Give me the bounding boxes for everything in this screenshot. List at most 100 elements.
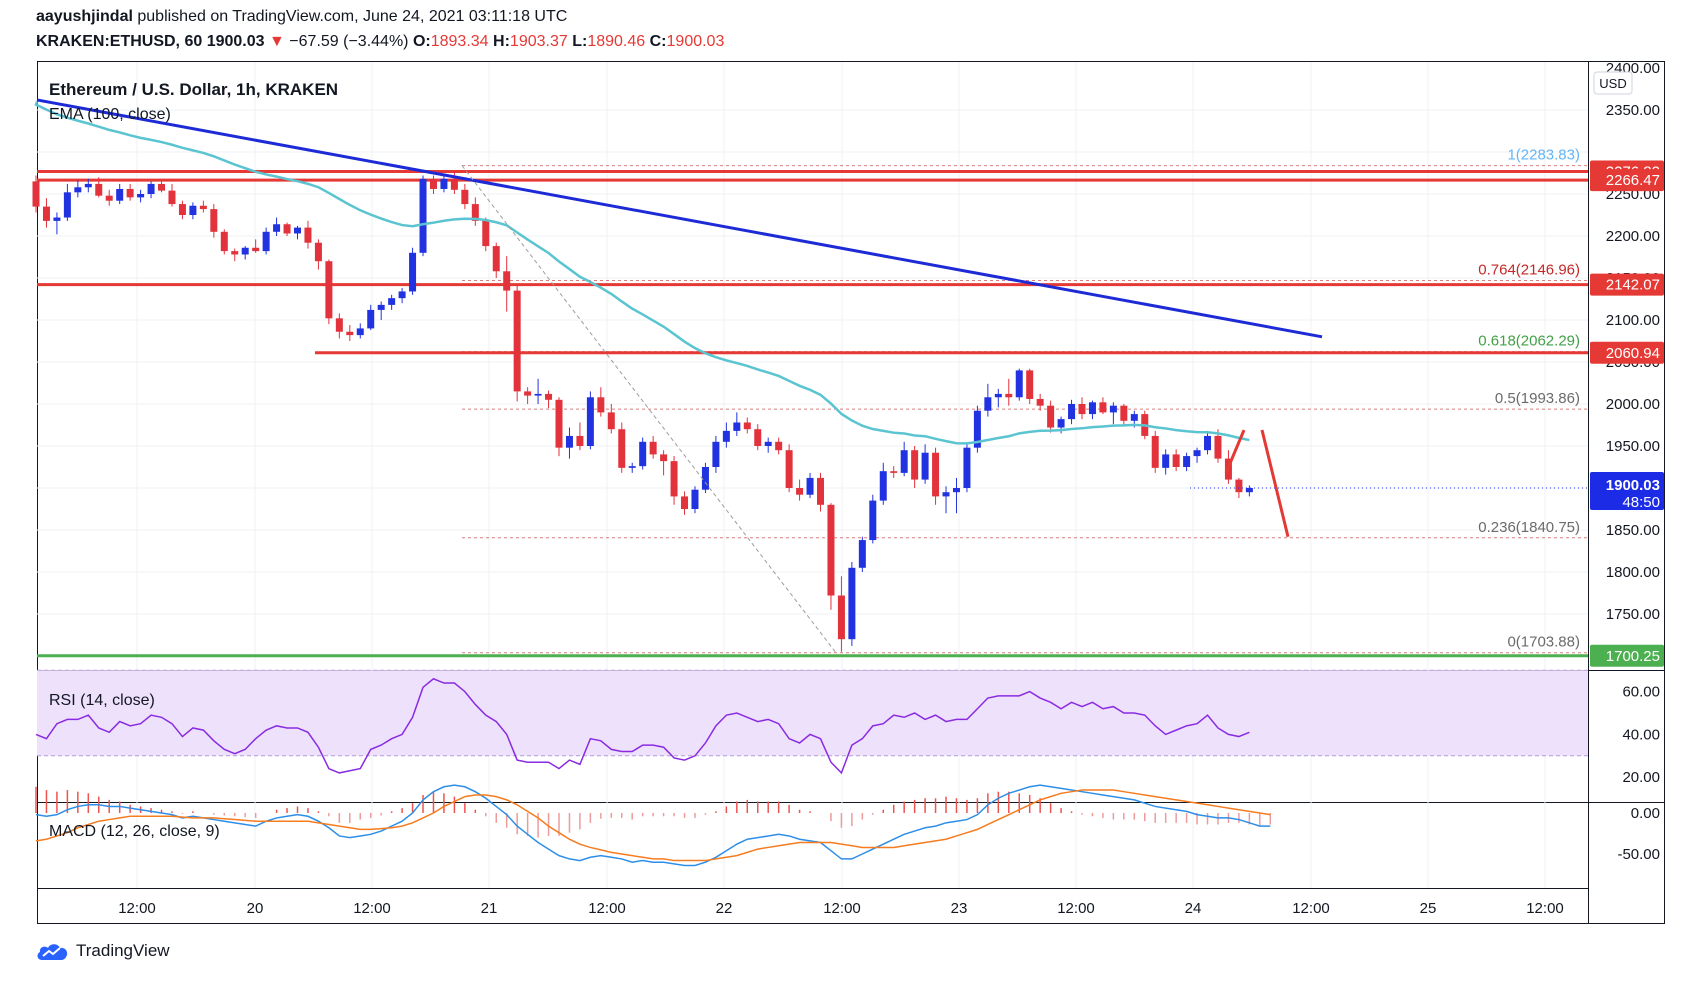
rsi-line [35,677,1250,775]
candle-body [649,441,657,455]
candle-body [848,567,856,640]
macd-legend[interactable]: MACD (12, 26, close, 9) [49,823,220,840]
candle-body [231,251,239,255]
candle-body [409,252,417,292]
macd-axis-label: 0.00 [1631,805,1660,822]
time-axis-label: 12:00 [118,900,156,917]
candle-body [660,454,668,462]
candle-body [806,477,814,495]
currency-label: USD [1599,76,1626,91]
price-tag-label: 2060.94 [1606,345,1660,362]
candle-body [670,461,678,497]
fib-diagonal [461,165,837,654]
fib-retracement[interactable]: 1(2283.83) 0.764(2146.96) 0.618(2062.29) 0.… [462,147,1588,654]
author-name[interactable]: aayushjindal [36,8,133,25]
time-axis-label: 12:00 [823,900,861,917]
projection-up-arrow [1224,429,1246,474]
currency-box[interactable] [1593,71,1633,95]
candle-body [513,290,521,392]
ohlc-bar: KRAKEN:ETHUSD, 60 1900.03 ▼ −67.59 (−3.4… [36,33,724,51]
candle-body [398,291,406,299]
time-axis-label: 12:00 [1057,900,1095,917]
candle-body [440,178,448,189]
fib-label: 0.618(2062.29) [1478,333,1580,350]
candle-body [105,195,113,201]
trendline[interactable] [36,98,1323,339]
candle-body [252,247,260,252]
projection-arrows[interactable] [1224,429,1290,538]
close-value: 1900.03 [666,33,725,50]
chart-frame [37,61,1665,924]
candle-body [534,393,542,396]
candle-body [1036,398,1044,406]
price-tag-label: 2266.47 [1606,172,1660,189]
candle-body [545,393,553,400]
candle-body [1172,454,1180,467]
candle-body [1183,456,1191,467]
candle-body [95,183,103,196]
ema-legend[interactable]: EMA (100, close) [49,106,171,123]
candle-body [1109,405,1117,413]
candle-body [722,430,730,442]
candle-body [1130,414,1138,421]
candle-body [1088,402,1096,415]
candle-body [701,467,709,490]
candle-body [858,540,866,568]
candle-body [1047,405,1055,428]
candle-body [126,188,134,198]
candle-body [356,328,364,336]
candle-body [492,246,500,272]
candle-body [1026,370,1034,399]
candle-body [53,217,61,221]
candle-body [984,397,992,411]
candle-body [900,450,908,473]
brand-name: TradingView [76,941,170,960]
price-axis-label: 1800.00 [1606,564,1660,581]
price-axis-label: 2000.00 [1606,396,1660,413]
candle-body [890,471,898,473]
candle-body [419,178,427,253]
time-axis-label: 21 [481,900,498,917]
time-axis-label: 12:00 [353,900,391,917]
candle-body [764,441,772,446]
candle-body [158,183,166,191]
time-axis[interactable]: 12:00 20 12:00 21 12:00 22 12:00 23 12:00 24 12:00… [118,900,1564,917]
candle-body [450,178,458,190]
candle-body [921,452,929,480]
price-axis-label: 1850.00 [1606,522,1660,539]
tradingview-logo[interactable]: TradingView [36,941,170,961]
candle-body [220,231,228,252]
price-axis-label: 1950.00 [1606,438,1660,455]
candle-body [555,399,563,448]
candle-body [116,188,124,201]
candle-body [273,224,281,232]
macd-line [35,784,1271,867]
open-label: O: [412,33,431,50]
candle-body [1235,479,1243,493]
rsi-legend[interactable]: RSI (14, close) [49,692,155,709]
candle-body [42,206,50,221]
candle-body [63,192,71,218]
candle-body [879,471,887,501]
published-text: published on TradingView.com, June 24, 2… [137,8,568,25]
candle-body [1120,405,1128,421]
candle-body [1151,435,1159,468]
high-label: H: [493,33,510,50]
high-value: 1903.37 [509,33,568,50]
current-price-box [1590,471,1664,510]
time-axis-label: 22 [716,900,733,917]
candle-body [32,181,40,207]
candle-body [388,298,396,305]
candle-body [628,466,636,468]
candle-body [712,441,720,467]
open-value: 1893.34 [430,33,489,50]
price-tag-box [1590,644,1664,667]
candle-body [743,422,751,430]
candle-body [346,331,354,336]
candle-body [754,429,762,446]
candle-body [294,227,301,234]
candle-body [84,183,92,188]
time-axis-label: 23 [951,900,968,917]
candle-body [283,224,291,234]
